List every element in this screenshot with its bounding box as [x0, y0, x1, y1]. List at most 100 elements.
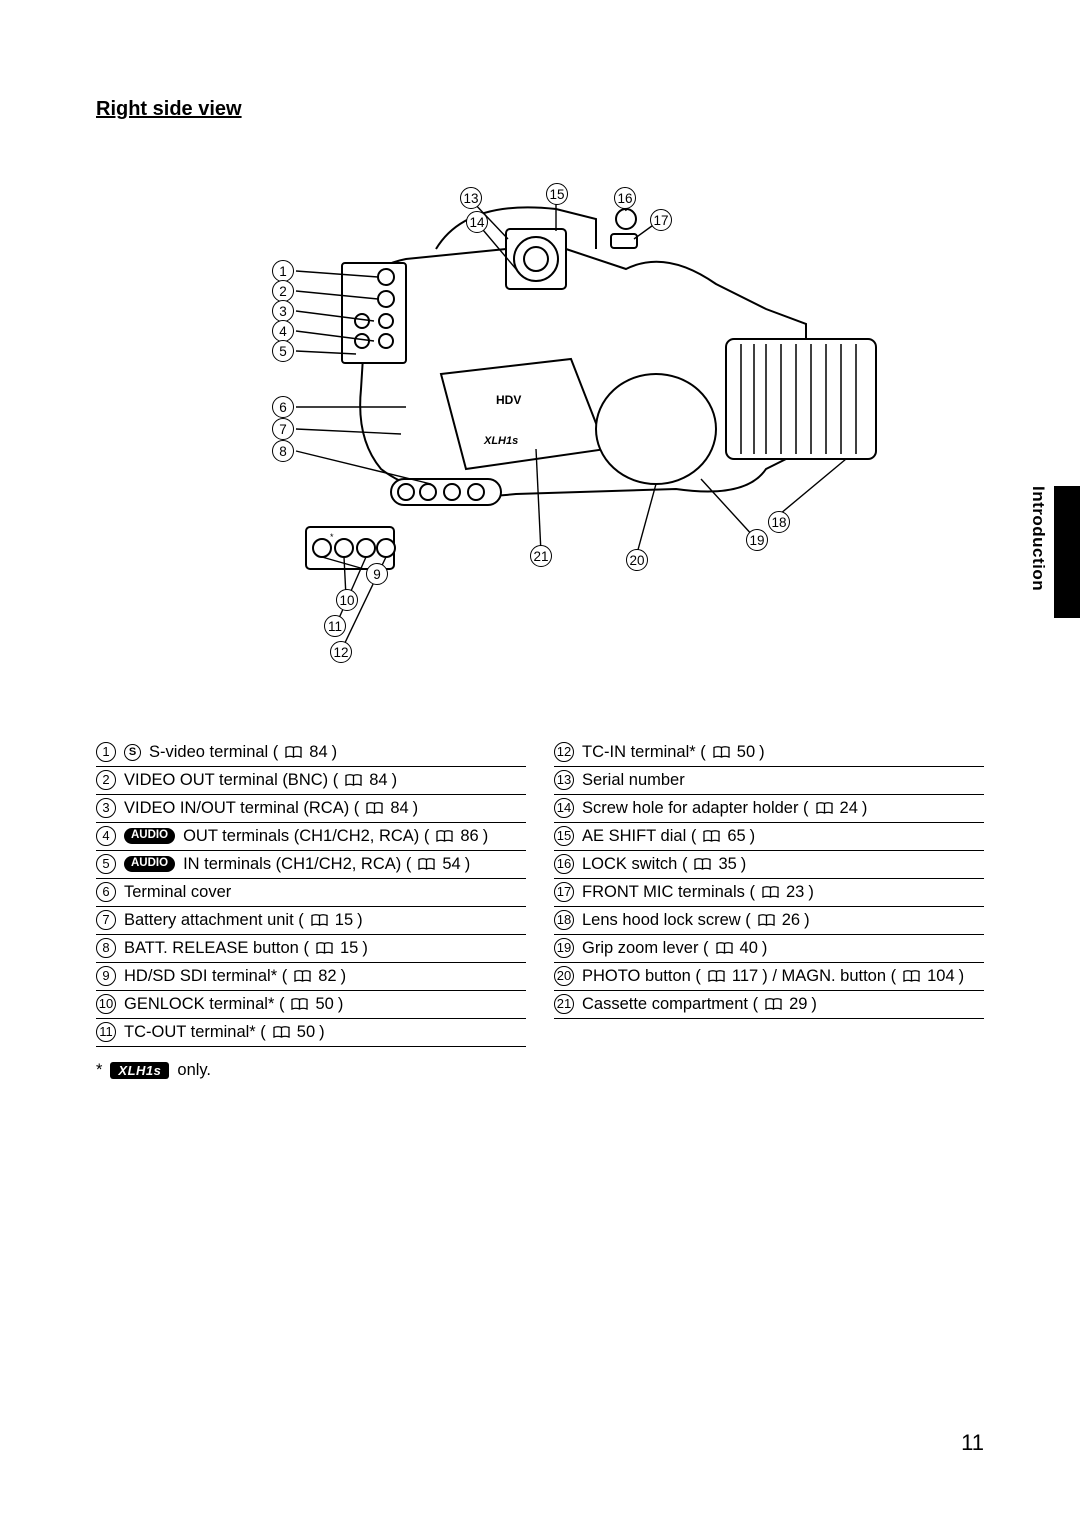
section-label: Introduction	[1028, 486, 1048, 591]
legend-num: 1	[96, 742, 116, 762]
callout-11: 11	[324, 615, 346, 637]
callout-5: 5	[272, 340, 294, 362]
svg-text:XLH1s: XLH1s	[483, 435, 518, 447]
legend-num: 13	[554, 770, 574, 790]
manual-ref-icon	[694, 855, 711, 874]
callout-2: 2	[272, 280, 294, 302]
legend-text: TC-OUT terminal* (	[124, 1023, 266, 1042]
legend-item: 10GENLOCK terminal* ( 50)	[96, 991, 526, 1019]
callout-3: 3	[272, 300, 294, 322]
legend-item: 15AE SHIFT dial ( 65)	[554, 823, 984, 851]
legend-item: 2 VIDEO OUT terminal (BNC) ( 84)	[96, 767, 526, 795]
legend-text: TC-IN terminal* (	[582, 743, 706, 762]
legend-tail: )	[762, 939, 768, 958]
legend-page: 26	[782, 911, 800, 930]
legend-tail: ) / MAGN. button (	[762, 967, 896, 986]
legend-tail: )	[862, 799, 868, 818]
legend-tail: )	[759, 743, 765, 762]
legend-tail: )	[808, 883, 814, 902]
legend-tail: )	[413, 799, 419, 818]
s-video-icon: S	[124, 744, 141, 761]
manual-ref-icon	[762, 883, 779, 902]
legend-item: 9HD/SD SDI terminal* ( 82)	[96, 963, 526, 991]
legend-item: 8BATT. RELEASE button ( 15)	[96, 935, 526, 963]
footnote-text: only.	[177, 1061, 211, 1080]
legend-page2: 104	[927, 967, 955, 986]
legend-page: 86	[460, 827, 478, 846]
manual-ref-icon	[903, 967, 920, 986]
legend-page: 65	[727, 827, 745, 846]
legend-page: 15	[335, 911, 353, 930]
audio-tag: AUDIO	[124, 856, 175, 871]
legend-tail: )	[341, 967, 347, 986]
manual-ref-icon	[418, 855, 435, 874]
manual-ref-icon	[294, 967, 311, 986]
xl-badge: XLH1s	[110, 1062, 169, 1079]
callout-18: 18	[768, 511, 790, 533]
legend-num: 4	[96, 826, 116, 846]
callout-20: 20	[626, 549, 648, 571]
callout-9: 9	[366, 563, 388, 585]
legend-item: 11TC-OUT terminal* ( 50)	[96, 1019, 526, 1047]
legend-tail2: )	[959, 967, 965, 986]
legend-page: 84	[369, 771, 387, 790]
legend-page: 15	[340, 939, 358, 958]
legend-item: 20 PHOTO button ( 117) / MAGN. button ( 1…	[554, 963, 984, 991]
callout-17: 17	[650, 209, 672, 231]
manual-ref-icon	[273, 1023, 290, 1042]
legend-tail: )	[750, 827, 756, 846]
manual-ref-icon	[713, 743, 730, 762]
legend-num: 7	[96, 910, 116, 930]
legend-item: 3VIDEO IN/OUT terminal (RCA) ( 84)	[96, 795, 526, 823]
legend-page: 84	[309, 743, 327, 762]
legend-tail: )	[483, 827, 489, 846]
legend-page: 24	[840, 799, 858, 818]
legend-num: 2	[96, 770, 116, 790]
legend-text: Grip zoom lever (	[582, 939, 709, 958]
legend-text: Screw hole for adapter holder (	[582, 799, 809, 818]
legend-num: 20	[554, 966, 574, 986]
legend: 1S S-video terminal ( 84) 2 VIDEO OUT term…	[96, 739, 984, 1047]
manual-ref-icon	[311, 911, 328, 930]
legend-item: 5AUDIO IN terminals (CH1/CH2, RCA) ( 54)	[96, 851, 526, 879]
legend-text: VIDEO OUT terminal (BNC) (	[124, 771, 338, 790]
page-title: Right side view	[96, 98, 984, 121]
legend-text: Cassette compartment (	[582, 995, 758, 1014]
legend-page: 40	[740, 939, 758, 958]
legend-page: 117	[732, 967, 758, 986]
callout-8: 8	[272, 440, 294, 462]
footnote: * XLH1s only.	[96, 1061, 984, 1080]
manual-ref-icon	[316, 939, 333, 958]
legend-tail: )	[338, 995, 344, 1014]
legend-num: 12	[554, 742, 574, 762]
legend-tail: )	[392, 771, 398, 790]
legend-item: 1S S-video terminal ( 84)	[96, 739, 526, 767]
legend-text: Battery attachment unit (	[124, 911, 304, 930]
legend-num: 18	[554, 910, 574, 930]
audio-tag: AUDIO	[124, 828, 175, 843]
legend-page: 54	[442, 855, 460, 874]
legend-text: PHOTO button (	[582, 967, 701, 986]
legend-page: 29	[789, 995, 807, 1014]
legend-text: OUT terminals (CH1/CH2, RCA) (	[183, 827, 429, 846]
legend-num: 11	[96, 1022, 116, 1042]
page-number: 11	[961, 1430, 984, 1456]
legend-num: 14	[554, 798, 574, 818]
legend-tail: )	[357, 911, 363, 930]
callout-16: 16	[614, 187, 636, 209]
legend-item: 17FRONT MIC terminals ( 23)	[554, 879, 984, 907]
legend-tail: )	[804, 911, 810, 930]
legend-num: 21	[554, 994, 574, 1014]
legend-item: 13Serial number	[554, 767, 984, 795]
legend-item: 12TC-IN terminal* ( 50)	[554, 739, 984, 767]
manual-ref-icon	[285, 743, 302, 762]
legend-page: 35	[718, 855, 736, 874]
legend-tail: )	[319, 1023, 325, 1042]
manual-ref-icon	[708, 967, 725, 986]
manual-ref-icon	[765, 995, 782, 1014]
legend-text: FRONT MIC terminals (	[582, 883, 755, 902]
camera-diagram: XLH1s HDV Canon *	[206, 149, 896, 669]
legend-tail: )	[332, 743, 338, 762]
legend-text: IN terminals (CH1/CH2, RCA) (	[183, 855, 411, 874]
legend-item: 4 AUDIO OUT terminals (CH1/CH2, RCA) ( 86…	[96, 823, 526, 851]
